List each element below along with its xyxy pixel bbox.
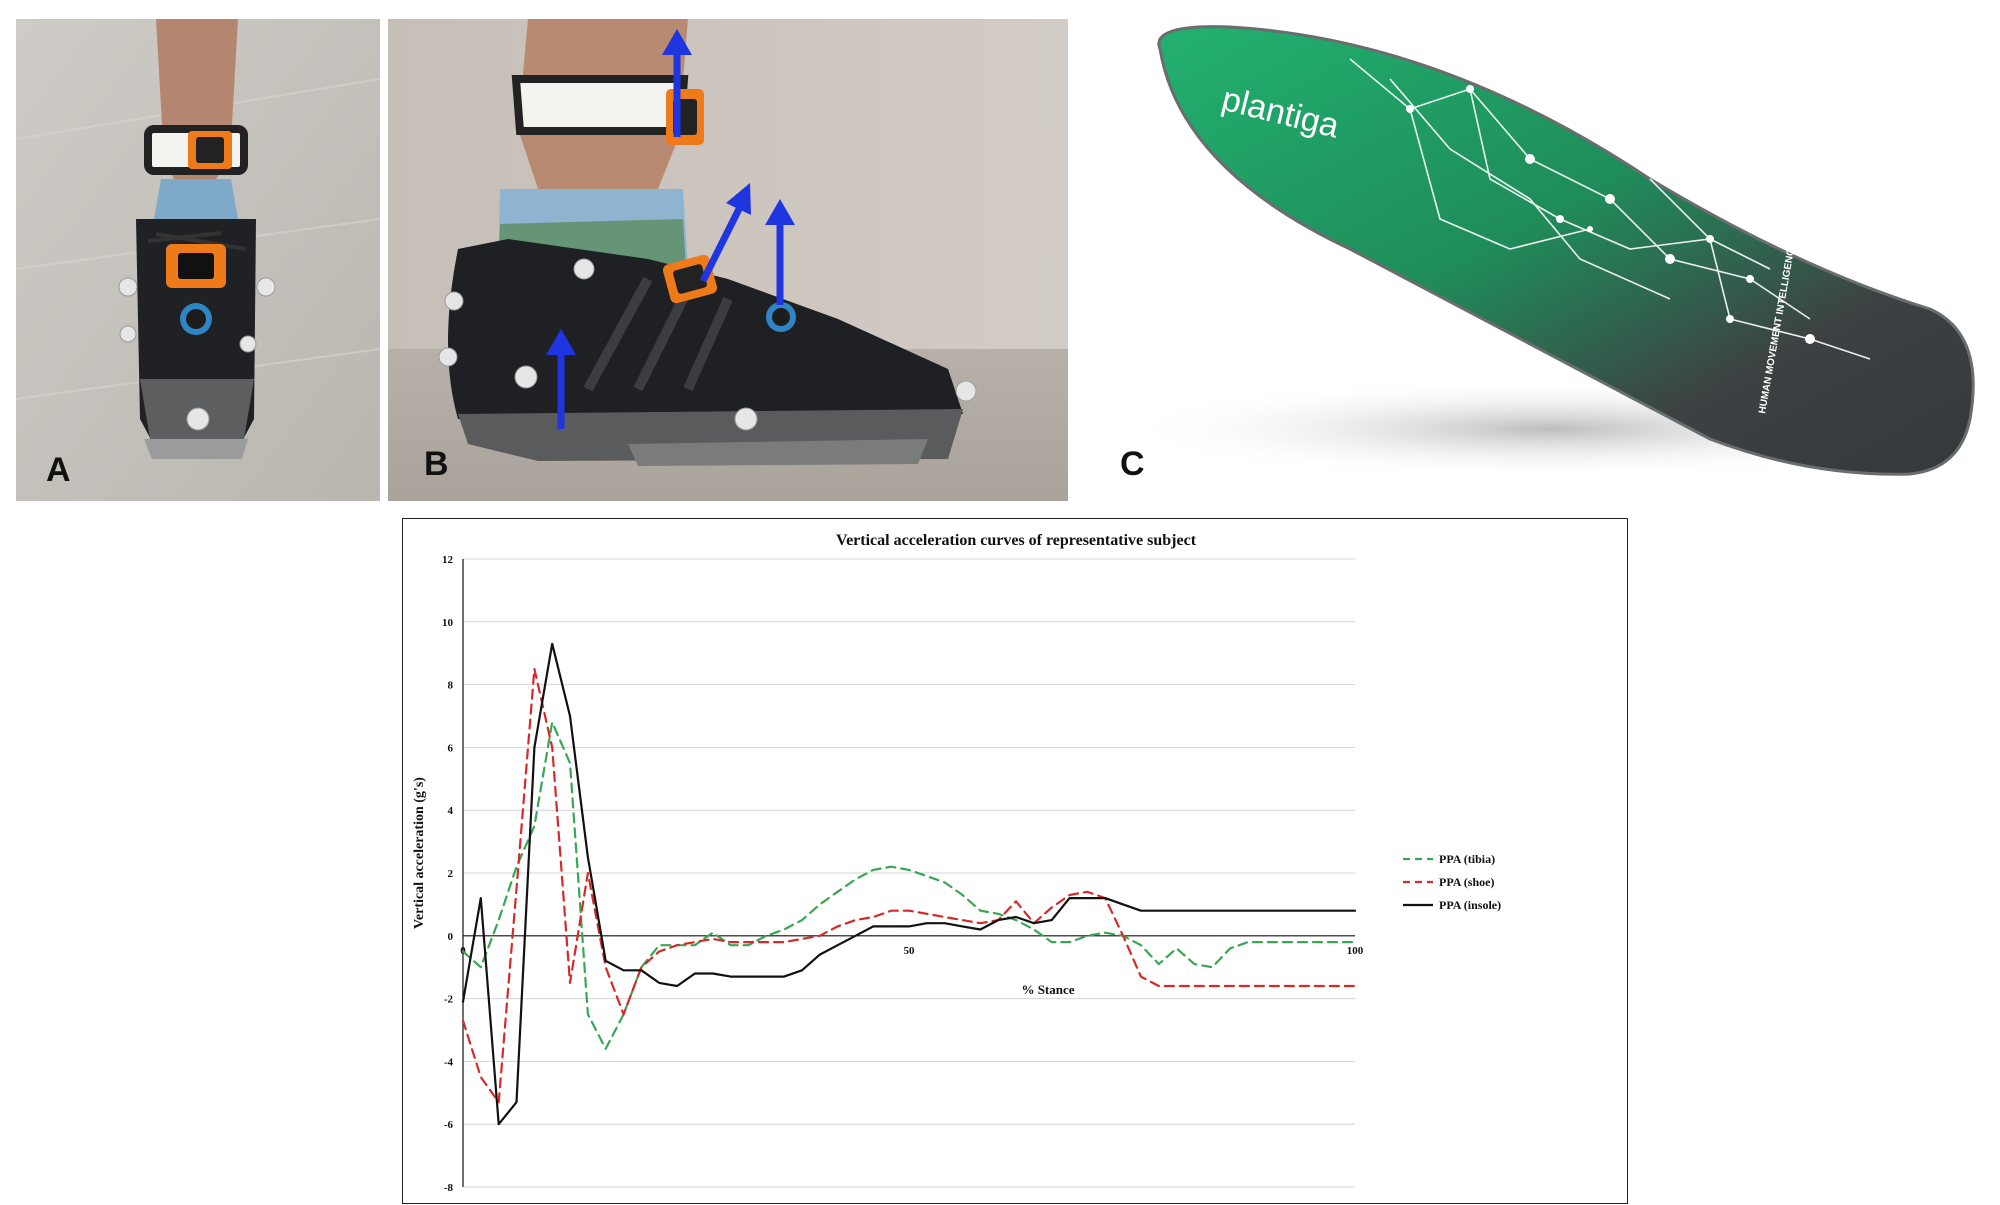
- y-tick-label: -6: [444, 1119, 454, 1131]
- series-line-2: [461, 667, 1357, 1104]
- legend-label: PPA (insole): [1439, 898, 1501, 912]
- legend-label: PPA (shoe): [1439, 875, 1494, 889]
- chart-canvas: Vertical acceleration curves of represen…: [412, 532, 1501, 1194]
- ankle-front-photo: [16, 19, 380, 501]
- y-tick-label: 0: [448, 931, 454, 943]
- insole-panel-c: plantiga HUMAN MOVEMENT INTELLIGENCE C: [1110, 19, 1990, 501]
- panel-label-b: B: [424, 445, 449, 483]
- photo-panel-a: A: [16, 19, 380, 501]
- y-axis-label: Vertical acceleration (g's): [412, 777, 427, 929]
- panel-label-c: C: [1120, 445, 1145, 483]
- y-tick-label: 2: [448, 868, 454, 880]
- y-tick-label: -8: [444, 1182, 454, 1194]
- y-tick-label: 10: [442, 617, 454, 629]
- y-tick-label: -2: [444, 994, 454, 1006]
- x-tick-label: 50: [904, 945, 916, 957]
- chart-title: Vertical acceleration curves of represen…: [836, 532, 1197, 549]
- series-line-1: [461, 721, 1357, 1050]
- photo-panel-b: B: [388, 19, 1068, 501]
- x-axis-label: % Stance: [1021, 982, 1074, 997]
- y-tick-label: 6: [448, 742, 454, 754]
- chart-legend: PPA (tibia) PPA (shoe) PPA (insole): [1403, 852, 1501, 912]
- ankle-side-photo: [388, 19, 1068, 501]
- series-line-3: [461, 642, 1357, 1126]
- legend-label: PPA (tibia): [1439, 852, 1495, 866]
- acceleration-chart: Vertical acceleration curves of represen…: [402, 518, 1628, 1204]
- panel-label-a: A: [46, 451, 71, 489]
- y-tick-label: 12: [442, 554, 454, 566]
- plantiga-insole-image: plantiga HUMAN MOVEMENT INTELLIGENCE: [1120, 25, 1980, 479]
- y-tick-label: 4: [448, 805, 454, 817]
- x-tick-label: 100: [1347, 945, 1364, 957]
- y-tick-label: 8: [448, 680, 454, 692]
- y-tick-label: -4: [444, 1056, 454, 1068]
